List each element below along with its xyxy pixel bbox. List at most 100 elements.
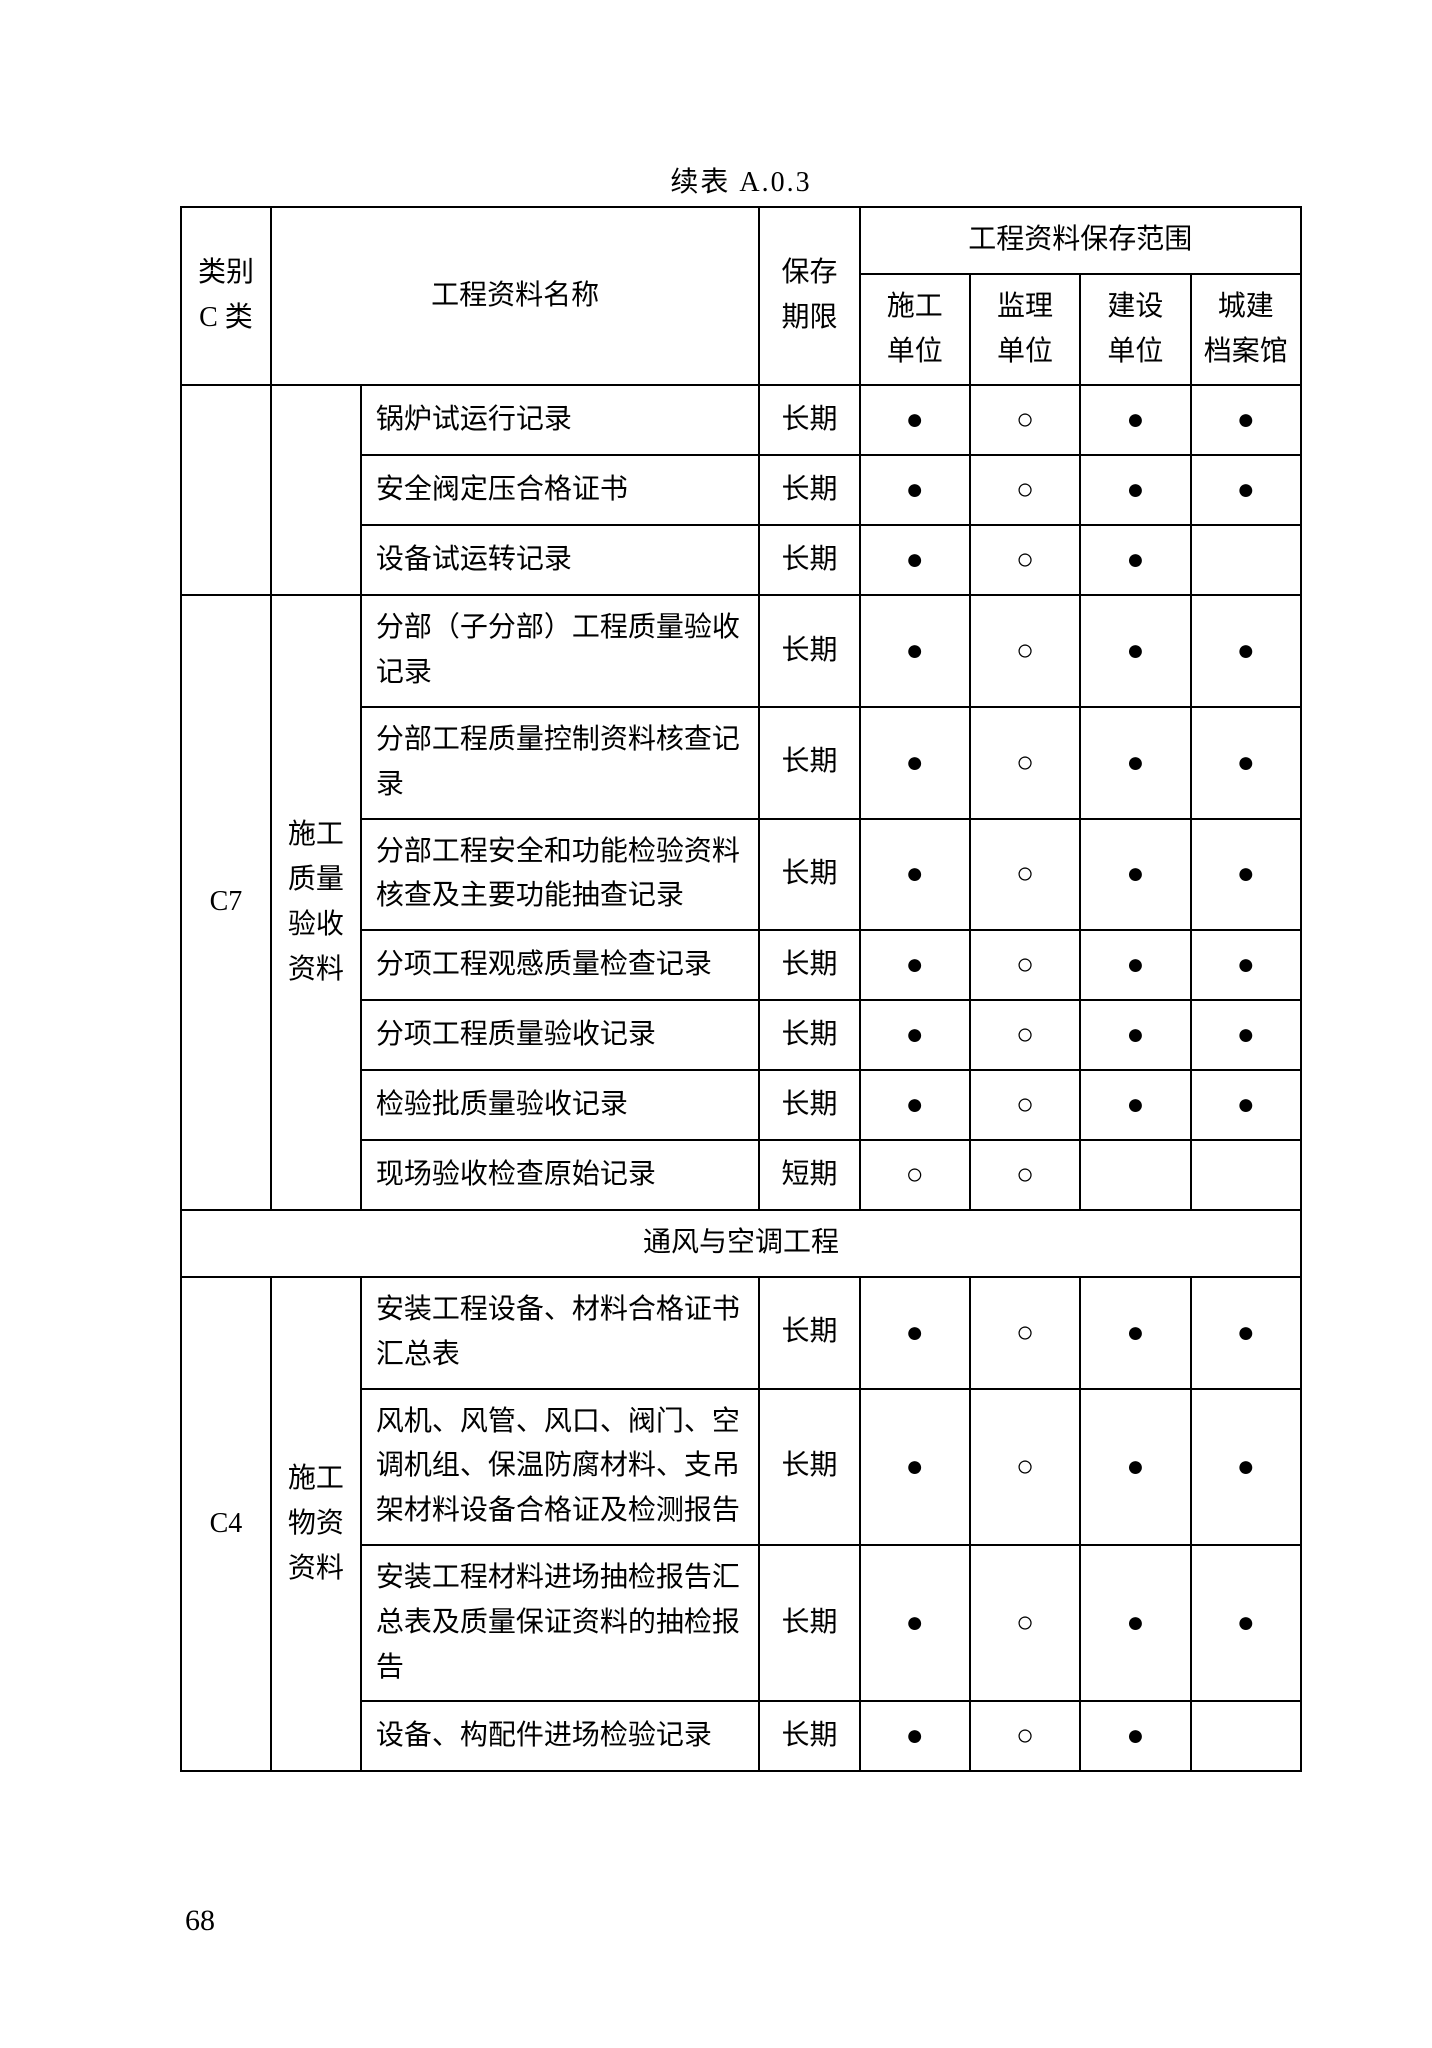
cell-mark: ● xyxy=(860,1070,970,1140)
cell-mark xyxy=(1191,1140,1301,1210)
cell-name: 风机、风管、风口、阀门、空调机组、保温防腐材料、支吊架材料设备合格证及检测报告 xyxy=(361,1389,760,1545)
cell-mark: ○ xyxy=(970,1140,1080,1210)
cell-period: 长期 xyxy=(759,1545,859,1701)
cell-mark: ● xyxy=(860,525,970,595)
cell-name: 锅炉试运行记录 xyxy=(361,385,760,455)
cell-period: 长期 xyxy=(759,1070,859,1140)
cell-name: 检验批质量验收记录 xyxy=(361,1070,760,1140)
cell-cat: C7 xyxy=(181,595,271,1210)
cell-period: 长期 xyxy=(759,455,859,525)
cell-mark: ○ xyxy=(970,455,1080,525)
cell-mark xyxy=(1191,525,1301,595)
col-name: 工程资料名称 xyxy=(271,207,759,385)
cell-mark: ● xyxy=(860,455,970,525)
table-row: C4 施工物资资料 安装工程设备、材料合格证书汇总表 长期 ● ○ ● ● xyxy=(181,1277,1301,1389)
cell-cat: C4 xyxy=(181,1277,271,1771)
cell-mark: ○ xyxy=(970,1545,1080,1701)
data-table: 类别C 类 工程资料名称 保存期限 工程资料保存范围 施工单位 监理单位 建设单… xyxy=(180,206,1302,1772)
col-scope-1: 施工单位 xyxy=(860,274,970,386)
header-row-1: 类别C 类 工程资料名称 保存期限 工程资料保存范围 xyxy=(181,207,1301,274)
cell-period: 长期 xyxy=(759,525,859,595)
cell-period: 长期 xyxy=(759,819,859,931)
cell-name: 分部（子分部）工程质量验收记录 xyxy=(361,595,760,707)
cell-empty-group xyxy=(271,385,361,595)
table-row: 锅炉试运行记录 长期 ● ○ ● ● xyxy=(181,385,1301,455)
cell-mark: ● xyxy=(860,385,970,455)
cell-mark: ○ xyxy=(970,819,1080,931)
table-caption: 续表 A.0.3 xyxy=(180,160,1302,200)
cell-name: 分部工程安全和功能检验资料核查及主要功能抽查记录 xyxy=(361,819,760,931)
cell-period: 长期 xyxy=(759,1277,859,1389)
cell-mark: ● xyxy=(1191,1070,1301,1140)
cell-period: 长期 xyxy=(759,385,859,455)
table-row: C7 施工质量验收资料 分部（子分部）工程质量验收记录 长期 ● ○ ● ● xyxy=(181,595,1301,707)
cell-mark: ● xyxy=(860,930,970,1000)
col-category: 类别C 类 xyxy=(181,207,271,385)
page-number: 68 xyxy=(185,1904,215,1938)
cell-period: 长期 xyxy=(759,930,859,1000)
cell-mark: ● xyxy=(1191,1000,1301,1070)
cell-mark: ○ xyxy=(970,707,1080,819)
cell-mark: ● xyxy=(860,595,970,707)
cell-mark: ● xyxy=(1191,1545,1301,1701)
cell-mark: ● xyxy=(1080,1701,1190,1771)
cell-mark: ● xyxy=(860,1389,970,1545)
cell-mark: ● xyxy=(1191,1277,1301,1389)
cell-mark: ● xyxy=(1191,819,1301,931)
cell-mark xyxy=(1080,1140,1190,1210)
cell-period: 长期 xyxy=(759,707,859,819)
cell-mark: ● xyxy=(860,819,970,931)
col-scope-2: 监理单位 xyxy=(970,274,1080,386)
section-title: 通风与空调工程 xyxy=(181,1210,1301,1277)
cell-name: 设备、构配件进场检验记录 xyxy=(361,1701,760,1771)
cell-mark: ● xyxy=(860,1277,970,1389)
cell-period: 长期 xyxy=(759,595,859,707)
cell-mark: ● xyxy=(1080,385,1190,455)
cell-mark: ● xyxy=(860,707,970,819)
cell-mark: ● xyxy=(1191,1389,1301,1545)
cell-mark: ● xyxy=(1191,595,1301,707)
cell-mark: ● xyxy=(1080,930,1190,1000)
cell-name: 分部工程质量控制资料核查记录 xyxy=(361,707,760,819)
cell-mark: ● xyxy=(1191,707,1301,819)
cell-mark: ○ xyxy=(970,930,1080,1000)
cell-name: 安装工程设备、材料合格证书汇总表 xyxy=(361,1277,760,1389)
cell-mark: ● xyxy=(860,1701,970,1771)
cell-mark: ● xyxy=(1080,595,1190,707)
cell-period: 长期 xyxy=(759,1389,859,1545)
cell-mark: ● xyxy=(1191,930,1301,1000)
cell-mark: ○ xyxy=(970,1070,1080,1140)
section-row: 通风与空调工程 xyxy=(181,1210,1301,1277)
cell-mark: ● xyxy=(1080,1389,1190,1545)
cell-name: 安全阀定压合格证书 xyxy=(361,455,760,525)
cell-group: 施工质量验收资料 xyxy=(271,595,361,1210)
cell-mark: ○ xyxy=(970,1000,1080,1070)
cell-group: 施工物资资料 xyxy=(271,1277,361,1771)
cell-mark: ● xyxy=(1080,455,1190,525)
cell-mark: ● xyxy=(1080,1070,1190,1140)
cell-name: 分项工程质量验收记录 xyxy=(361,1000,760,1070)
cell-mark: ○ xyxy=(970,1389,1080,1545)
cell-period: 短期 xyxy=(759,1140,859,1210)
cell-mark: ● xyxy=(1080,707,1190,819)
col-scope-title: 工程资料保存范围 xyxy=(860,207,1301,274)
cell-mark: ● xyxy=(1080,1277,1190,1389)
cell-mark: ○ xyxy=(970,1701,1080,1771)
cell-mark: ○ xyxy=(970,1277,1080,1389)
cell-mark: ● xyxy=(1191,385,1301,455)
cell-mark: ○ xyxy=(860,1140,970,1210)
cell-mark: ○ xyxy=(970,525,1080,595)
cell-name: 设备试运转记录 xyxy=(361,525,760,595)
cell-mark: ● xyxy=(860,1545,970,1701)
cell-empty-cat xyxy=(181,385,271,595)
cell-name: 安装工程材料进场抽检报告汇总表及质量保证资料的抽检报告 xyxy=(361,1545,760,1701)
cell-period: 长期 xyxy=(759,1701,859,1771)
col-period: 保存期限 xyxy=(759,207,859,385)
cell-mark: ● xyxy=(1191,455,1301,525)
cell-mark: ○ xyxy=(970,385,1080,455)
cell-mark: ○ xyxy=(970,595,1080,707)
cell-mark: ● xyxy=(1080,525,1190,595)
cell-mark: ● xyxy=(1080,819,1190,931)
col-scope-3: 建设单位 xyxy=(1080,274,1190,386)
cell-mark: ● xyxy=(1080,1000,1190,1070)
